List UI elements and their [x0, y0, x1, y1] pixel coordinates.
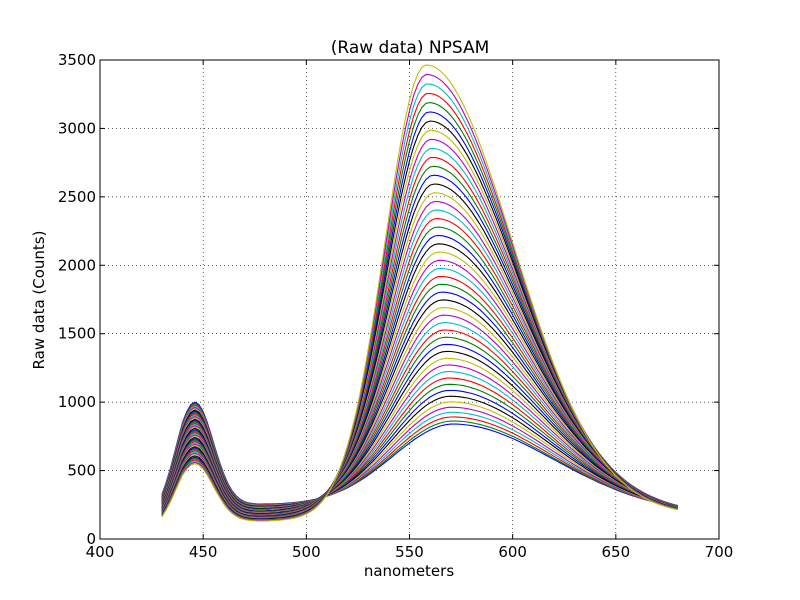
series-group [161, 64, 678, 522]
series-line [161, 371, 678, 508]
y-tick-label: 3500 [58, 51, 96, 69]
x-tick-label: 550 [395, 543, 424, 561]
y-tick-label: 1000 [58, 393, 96, 411]
axis-ticks: 400 450 500 550 600 650 700 0 500 1000 1500 2000 250… [58, 51, 734, 561]
x-tick-label: 700 [705, 543, 734, 561]
y-tick-label: 3000 [58, 119, 96, 137]
series-line [161, 389, 678, 507]
y-axis-label: Raw data (Counts) [30, 231, 48, 370]
series-line [161, 377, 678, 508]
y-tick-label: 0 [86, 530, 96, 548]
series-line [161, 395, 678, 507]
x-tick-label: 450 [189, 543, 218, 561]
y-tick-label: 500 [67, 462, 96, 480]
series-line [161, 401, 678, 508]
y-tick-label: 1500 [58, 325, 96, 343]
x-tick-label: 600 [498, 543, 527, 561]
x-tick-label: 650 [602, 543, 631, 561]
x-tick-label: 400 [86, 543, 115, 561]
y-tick-label: 2500 [58, 188, 96, 206]
y-tick-label: 2000 [58, 256, 96, 274]
x-tick-label: 500 [292, 543, 321, 561]
series-line [161, 64, 678, 522]
x-axis-label: nanometers [364, 562, 455, 580]
series-line [161, 383, 678, 508]
chart-title: (Raw data) NPSAM [331, 38, 490, 58]
